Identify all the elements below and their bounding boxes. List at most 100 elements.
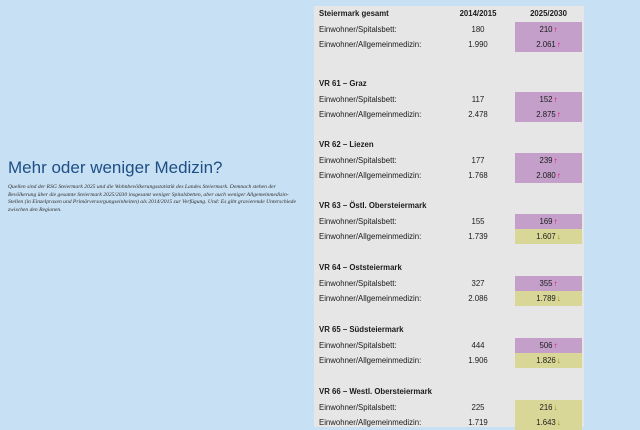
- intro-text: Quellen sind der RSG Steiermark 2025 und…: [8, 184, 296, 213]
- row-label: Einwohner/Spitalsbett:: [319, 341, 397, 350]
- value-2025-2030-number: 216: [539, 403, 553, 412]
- value-2025-2030-number: 1.607: [536, 232, 556, 241]
- table-header: Steiermark gesamt 2014/2015 2025/2030: [314, 6, 584, 21]
- arrow-down-icon: ↓: [556, 418, 561, 427]
- arrow-up-icon: ↑: [553, 25, 558, 34]
- table-row: Einwohner/Spitalsbett: 155 169↑: [314, 214, 584, 229]
- table-row: Einwohner/Spitalsbett: 444 506↑: [314, 338, 584, 353]
- arrow-up-icon: ↑: [556, 110, 561, 119]
- row-label: Einwohner/Spitalsbett:: [319, 95, 397, 104]
- row-label: Einwohner/Allgemeinmedizin:: [319, 418, 422, 427]
- row-label: Einwohner/Spitalsbett:: [319, 279, 397, 288]
- value-2014-2015: 444: [471, 341, 485, 350]
- value-2025-2030-number: 1.643: [536, 418, 556, 427]
- value-highlight: [515, 229, 582, 244]
- value-2025-2030-number: 239: [539, 156, 553, 165]
- value-highlight: [515, 22, 582, 37]
- value-highlight: [515, 37, 582, 52]
- value-2025-2030: 506↑: [517, 338, 580, 353]
- value-2025-2030-number: 1.789: [536, 294, 556, 303]
- table-row: Einwohner/Spitalsbett: 117 152↑: [314, 92, 584, 107]
- value-2025-2030-number: 506: [539, 341, 553, 350]
- value-2025-2030-number: 2.875: [536, 110, 556, 119]
- table-row: Einwohner/Allgemeinmedizin: 2.478 2.875↑: [314, 107, 584, 122]
- value-2025-2030-number: 152: [539, 95, 553, 104]
- value-2025-2030-number: 2.061: [536, 40, 556, 49]
- row-label: Einwohner/Spitalsbett:: [319, 217, 397, 226]
- arrow-down-icon: ↓: [556, 356, 561, 365]
- value-highlight: [515, 338, 582, 353]
- arrow-down-icon: ↓: [556, 294, 561, 303]
- table-row: Einwohner/Spitalsbett: 225 216↓: [314, 400, 584, 415]
- arrow-up-icon: ↑: [553, 217, 558, 226]
- section-title: VR 63 – Östl. Obersteiermark: [314, 198, 584, 213]
- row-label: Einwohner/Spitalsbett:: [319, 403, 397, 412]
- table-row: Einwohner/Spitalsbett: 177 239↑: [314, 153, 584, 168]
- arrow-up-icon: ↑: [556, 171, 561, 180]
- arrow-up-icon: ↑: [556, 40, 561, 49]
- section-title-text: VR 66 – Westl. Obersteiermark: [319, 387, 432, 396]
- section-title-text: VR 62 – Liezen: [319, 140, 374, 149]
- value-highlight: [515, 92, 582, 107]
- value-2025-2030: 2.080↑: [517, 168, 580, 183]
- section-title: VR 65 – Südsteiermark: [314, 322, 584, 337]
- table-row: Einwohner/Allgemeinmedizin: 1.768 2.080↑: [314, 168, 584, 183]
- table-row: Einwohner/Spitalsbett: 327 355↑: [314, 276, 584, 291]
- value-2025-2030: 355↑: [517, 276, 580, 291]
- value-2014-2015: 1.739: [468, 232, 488, 241]
- arrow-up-icon: ↑: [553, 95, 558, 104]
- value-2014-2015: 327: [471, 279, 485, 288]
- section-title-text: VR 65 – Südsteiermark: [319, 325, 404, 334]
- value-2025-2030: 2.061↑: [517, 37, 580, 52]
- value-2014-2015: 117: [471, 95, 485, 104]
- value-2014-2015: 1.906: [468, 356, 488, 365]
- header-col-2025-2030: 2025/2030: [530, 9, 567, 18]
- value-2025-2030: 210↑: [517, 22, 580, 37]
- value-2014-2015: 177: [471, 156, 485, 165]
- section-title: VR 62 – Liezen: [314, 137, 584, 152]
- row-label: Einwohner/Allgemeinmedizin:: [319, 110, 422, 119]
- arrow-down-icon: ↓: [556, 232, 561, 241]
- value-2014-2015: 180: [471, 25, 485, 34]
- row-label: Einwohner/Allgemeinmedizin:: [319, 294, 422, 303]
- table-row: Einwohner/Spitalsbett: 180 210↑: [314, 22, 584, 37]
- arrow-down-icon: ↓: [553, 403, 558, 412]
- section-title-text: VR 64 – Oststeiermark: [319, 263, 402, 272]
- row-label: Einwohner/Spitalsbett:: [319, 25, 397, 34]
- row-label: Einwohner/Allgemeinmedizin:: [319, 356, 422, 365]
- value-2014-2015: 1.990: [468, 40, 488, 49]
- arrow-up-icon: ↑: [553, 156, 558, 165]
- table-row: Einwohner/Allgemeinmedizin: 2.086 1.789↓: [314, 291, 584, 306]
- arrow-up-icon: ↑: [553, 279, 558, 288]
- section-title: VR 61 – Graz: [314, 76, 584, 91]
- value-2025-2030: 1.789↓: [517, 291, 580, 306]
- row-label: Einwohner/Allgemeinmedizin:: [319, 40, 422, 49]
- value-2014-2015: 155: [471, 217, 485, 226]
- value-2025-2030-number: 1.826: [536, 356, 556, 365]
- value-2014-2015: 1.719: [468, 418, 488, 427]
- section-title-text: VR 63 – Östl. Obersteiermark: [319, 201, 427, 210]
- value-2025-2030: 169↑: [517, 214, 580, 229]
- value-2025-2030: 216↓: [517, 400, 580, 415]
- page-title: Mehr oder weniger Medizin?: [8, 158, 223, 177]
- value-2025-2030-number: 355: [539, 279, 553, 288]
- row-label: Einwohner/Allgemeinmedizin:: [319, 232, 422, 241]
- statistics-table: Steiermark gesamt 2014/2015 2025/2030 Ei…: [314, 6, 584, 430]
- intro-block: Mehr oder weniger Medizin? Quellen sind …: [8, 158, 298, 214]
- value-2025-2030-number: 169: [539, 217, 553, 226]
- value-2014-2015: 1.768: [468, 171, 488, 180]
- value-2025-2030: 152↑: [517, 92, 580, 107]
- value-highlight: [515, 291, 582, 306]
- value-2025-2030: 1.826↓: [517, 353, 580, 368]
- value-2025-2030: 2.875↑: [517, 107, 580, 122]
- row-label: Einwohner/Allgemeinmedizin:: [319, 171, 422, 180]
- section-title: VR 66 – Westl. Obersteiermark: [314, 384, 584, 399]
- section-title: VR 64 – Oststeiermark: [314, 260, 584, 275]
- value-highlight: [515, 353, 582, 368]
- value-2025-2030-number: 210: [539, 25, 553, 34]
- value-highlight: [515, 107, 582, 122]
- value-2014-2015: 2.478: [468, 110, 488, 119]
- value-2025-2030: 1.643↓: [517, 415, 580, 430]
- header-col-2014-2015: 2014/2015: [459, 9, 497, 18]
- arrow-up-icon: ↑: [553, 341, 558, 350]
